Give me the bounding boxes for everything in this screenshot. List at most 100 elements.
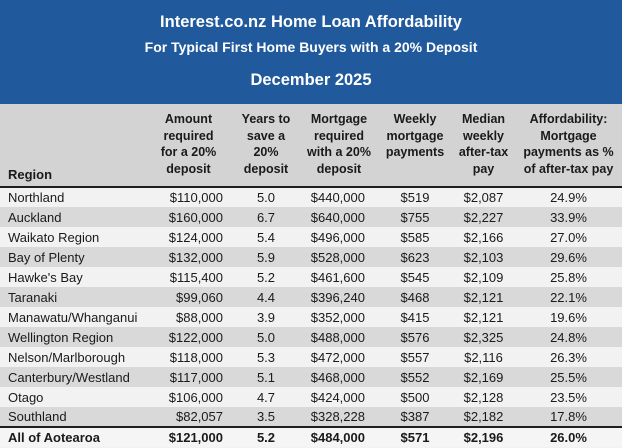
- cell-affordability: 26.0%: [550, 430, 587, 445]
- cell-region: Northland: [8, 190, 65, 205]
- table-row: Nelson/Marlborough $118,000 5.3 $472,000 $55…: [0, 347, 622, 367]
- cell-region: Manawatu/Whanganui: [8, 309, 138, 325]
- header-banner: Interest.co.nz Home Loan Affordability F…: [0, 0, 622, 104]
- table-row: Canterbury/Westland $117,000 5.1 $468,000 $5…: [0, 367, 622, 387]
- table-row: Auckland $160,000 6.7 $640,000 $755 $2,227 33.…: [0, 207, 622, 227]
- cell-years: 4.4: [256, 289, 276, 305]
- table-row: Southland $82,057 3.5 $328,228 $387 $2,182 17.…: [0, 407, 622, 427]
- cell-region: Auckland: [8, 209, 62, 225]
- affordability-table: Region Amount required for a 20% deposit…: [0, 104, 622, 447]
- cell-amount: $124,000: [168, 229, 223, 245]
- cell-amount: $82,057: [176, 409, 223, 424]
- report-period: December 2025: [250, 71, 372, 89]
- cell-region: Hawke's Bay: [8, 269, 83, 285]
- table-row: Northland $110,000 5.0 $440,000 $519 $2,087 24…: [0, 187, 622, 207]
- cell-years: 4.7: [256, 389, 276, 405]
- cell-region: Canterbury/Westland: [8, 369, 130, 385]
- cell-amount: $160,000: [168, 209, 223, 225]
- cell-amount: $132,000: [168, 249, 223, 265]
- cell-weekly: $468: [400, 289, 430, 305]
- cell-mortgage: $484,000: [310, 430, 365, 445]
- cell-weekly: $552: [400, 369, 430, 385]
- cell-mortgage: $640,000: [310, 209, 365, 225]
- column-header-amount: Amount required for a 20% deposit: [145, 104, 232, 188]
- cell-affordability: 24.9%: [550, 190, 587, 205]
- column-header-years: Years to save a 20% deposit: [232, 104, 300, 188]
- table-total-row: All of Aotearoa $121,000 5.2 $484,000 $571 $2…: [0, 427, 622, 447]
- cell-mortgage: $488,000: [310, 329, 365, 345]
- cell-region: Nelson/Marlborough: [8, 349, 126, 365]
- table-row: Bay of Plenty $132,000 5.9 $528,000 $623 $2,1…: [0, 247, 622, 267]
- cell-weekly: $623: [400, 249, 430, 265]
- cell-mortgage: $396,240: [310, 289, 365, 305]
- cell-mortgage: $472,000: [310, 349, 365, 365]
- cell-affordability: 27.0%: [550, 229, 587, 245]
- cell-median: $2,087: [463, 190, 504, 205]
- table-row: Wellington Region $122,000 5.0 $488,000 $576…: [0, 327, 622, 347]
- cell-affordability: 29.6%: [550, 249, 587, 265]
- cell-region: Waikato Region: [8, 229, 100, 245]
- table-row: Waikato Region $124,000 5.4 $496,000 $585 $2,…: [0, 227, 622, 247]
- table-row: Taranaki $99,060 4.4 $396,240 $468 $2,121 22.1…: [0, 287, 622, 307]
- cell-affordability: 25.5%: [550, 369, 587, 385]
- cell-affordability: 17.8%: [550, 409, 587, 424]
- table-body: Northland $110,000 5.0 $440,000 $519 $2,087 24…: [0, 187, 622, 447]
- cell-amount: $99,060: [176, 289, 223, 305]
- cell-region: Southland: [8, 409, 67, 424]
- cell-years: 6.7: [256, 209, 276, 225]
- cell-mortgage: $528,000: [310, 249, 365, 265]
- cell-mortgage: $328,228: [310, 409, 365, 424]
- cell-affordability: 22.1%: [550, 289, 587, 305]
- cell-region: Taranaki: [8, 289, 58, 305]
- cell-years: 5.0: [256, 329, 276, 345]
- table-row: Otago $106,000 4.7 $424,000 $500 $2,128 23.5%: [0, 387, 622, 407]
- cell-years: 5.1: [256, 369, 276, 385]
- column-header-region: Region: [0, 104, 145, 188]
- cell-region: Otago: [8, 389, 44, 405]
- cell-amount: $121,000: [168, 430, 223, 445]
- table-row: Hawke's Bay $115,400 5.2 $461,600 $545 $2,109…: [0, 267, 622, 287]
- cell-weekly: $557: [400, 349, 430, 365]
- cell-weekly: $519: [400, 190, 430, 205]
- cell-amount: $115,400: [169, 269, 223, 285]
- cell-amount: $88,000: [176, 309, 223, 325]
- cell-weekly: $585: [400, 229, 430, 245]
- cell-median: $2,166: [463, 229, 504, 245]
- cell-median: $2,109: [463, 269, 504, 285]
- cell-median: $2,121: [463, 309, 504, 325]
- column-header-median: Median weekly after-tax pay: [452, 104, 515, 188]
- cell-amount: $118,000: [169, 349, 223, 365]
- cell-affordability: 19.6%: [550, 309, 587, 325]
- cell-mortgage: $468,000: [310, 369, 365, 385]
- cell-median: $2,116: [464, 349, 503, 365]
- cell-median: $2,227: [463, 209, 504, 225]
- cell-median: $2,121: [463, 289, 504, 305]
- cell-weekly: $500: [400, 389, 430, 405]
- cell-weekly: $545: [400, 269, 430, 285]
- cell-region: All of Aotearoa: [8, 430, 100, 445]
- cell-mortgage: $440,000: [310, 190, 365, 205]
- cell-median: $2,103: [463, 249, 504, 265]
- column-header-mortgage: Mortgage required with a 20% deposit: [300, 104, 378, 188]
- cell-median: $2,196: [463, 430, 504, 445]
- cell-mortgage: $352,000: [310, 309, 365, 325]
- cell-median: $2,325: [463, 329, 504, 345]
- cell-years: 3.5: [256, 409, 276, 424]
- cell-years: 3.9: [256, 309, 276, 325]
- cell-amount: $110,000: [169, 190, 223, 205]
- header-row: Region Amount required for a 20% deposit…: [0, 104, 622, 188]
- cell-median: $2,169: [463, 369, 504, 385]
- report-subtitle: For Typical First Home Buyers with a 20%…: [144, 39, 478, 55]
- cell-years: 5.4: [256, 229, 276, 245]
- cell-mortgage: $496,000: [310, 229, 365, 245]
- cell-years: 5.0: [256, 190, 276, 205]
- cell-weekly: $571: [400, 430, 430, 445]
- cell-amount: $117,000: [169, 369, 223, 385]
- cell-amount: $106,000: [168, 389, 223, 405]
- cell-affordability: 24.8%: [550, 329, 587, 345]
- cell-weekly: $755: [400, 209, 430, 225]
- cell-median: $2,128: [463, 389, 504, 405]
- cell-region: Wellington Region: [8, 329, 114, 345]
- column-header-affordability: Affordability: Mortgage payments as % of…: [515, 104, 622, 188]
- cell-amount: $122,000: [168, 329, 223, 345]
